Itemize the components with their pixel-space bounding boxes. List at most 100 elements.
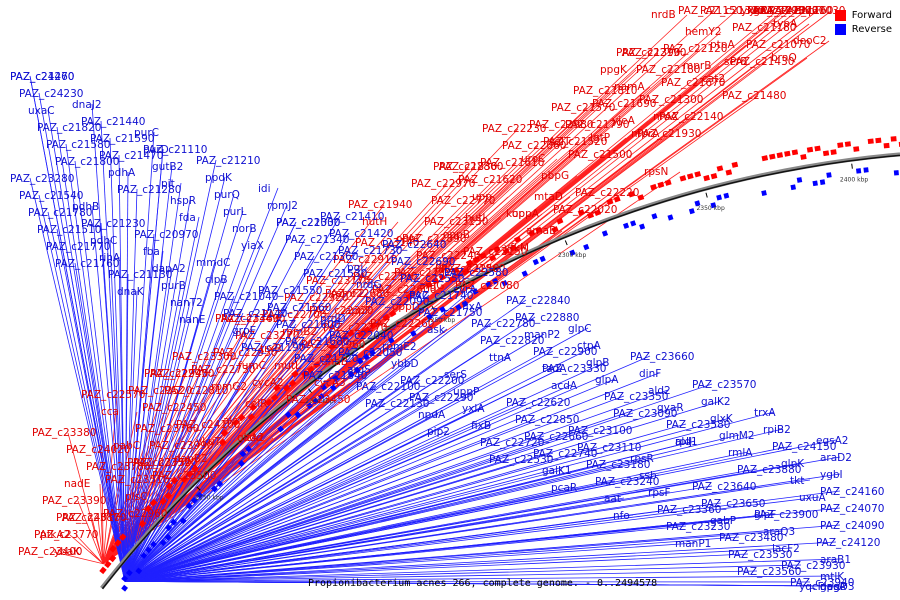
forward-gene-mark [606, 198, 614, 206]
forward-gene-mark [104, 560, 112, 569]
reverse-leader-line [124, 294, 430, 582]
reverse-gene-label: rpIJ [675, 436, 692, 448]
forward-gene-label: PAZ_c21830 [433, 161, 497, 173]
forward-gene-mark [528, 229, 536, 237]
legend-reverse: Reverse [834, 22, 892, 36]
reverse-gene-label: glxK [710, 413, 734, 425]
forward-gene-label: ytnA [749, 5, 774, 17]
forward-gene-mark [551, 226, 559, 233]
reverse-gene-label: glpA [595, 374, 619, 386]
reverse-leader-line [74, 262, 126, 582]
tick-label: 2300 kbp [558, 252, 586, 259]
forward-gene-label: PAZ_c21390 [616, 47, 680, 59]
reverse-gene-mark [159, 539, 167, 547]
forward-gene-label: PAZ_c21030 [781, 5, 845, 17]
forward-gene-label: rpmF2 [331, 288, 365, 300]
forward-gene-mark [180, 475, 189, 484]
forward-gene-mark [479, 252, 487, 260]
reverse-gene-label: rmlA [728, 447, 753, 459]
forward-gene-label: PAZ_c22600 [372, 284, 436, 296]
reverse-gene-label: PAZ_c23350 [604, 391, 668, 403]
reverse-leader-line [124, 187, 279, 582]
forward-gene-mark [679, 175, 687, 182]
tick-label: 2150 kbp [195, 494, 223, 501]
kbp-ticks: 2150 kbp 2200 kbp 2250 kbp 2300 kbp 2350 kbp… [195, 163, 868, 501]
forward-gene-mark [776, 152, 784, 159]
forward-gene-label: PAZ_c22270 [323, 322, 387, 334]
reverse-gene-label: rpsR [630, 453, 654, 465]
forward-gene-label: PAZ_c22910 [333, 254, 397, 266]
reverse-gene-label: PAZ_c21110 [143, 144, 207, 156]
forward-gene-label: PAZ_c22250 [435, 263, 499, 275]
reverse-leader-line [38, 194, 126, 582]
reverse-leader-line [124, 496, 820, 582]
reverse-gene-label: PAZ_c23560 [737, 566, 801, 578]
reverse-gene-label: degP [820, 581, 846, 593]
reverse-leader-line [124, 266, 368, 582]
reverse-gene-label: tadA [542, 363, 567, 375]
reverse-gene-mark [812, 180, 818, 187]
reverse-gene-mark [284, 411, 292, 419]
forward-gene-label: PAZ_c22810 [164, 385, 228, 397]
forward-gene-mark [431, 277, 440, 285]
forward-gene-mark [247, 413, 256, 421]
reverse-gene-label: mtlK [820, 571, 845, 583]
reverse-gene-mark [472, 288, 479, 295]
reverse-gene-label: uppP [453, 386, 479, 398]
reverse-swatch [834, 23, 846, 35]
forward-gene-label: PAZ_c21150 [678, 5, 742, 17]
forward-gene-mark [300, 370, 309, 378]
reverse-leader-line [74, 160, 126, 582]
reverse-gene-label: fda [179, 212, 196, 224]
reverse-gene-label: glpF [754, 509, 776, 521]
forward-leader-line [102, 52, 659, 565]
tick-mark [851, 163, 853, 169]
forward-gene-mark [170, 476, 179, 485]
reverse-gene-mark [354, 366, 361, 374]
forward-gene-label: ahpF [795, 5, 821, 17]
reverse-leader-line [124, 271, 465, 582]
reverse-gene-mark [623, 222, 630, 229]
reverse-gene-mark [356, 357, 364, 365]
reverse-leader-line [124, 260, 412, 582]
reverse-gene-label: pip2 [427, 426, 450, 438]
reverse-leader-line [124, 406, 678, 582]
forward-gene-label: brnQ [771, 52, 797, 64]
reverse-gene-mark [439, 306, 446, 313]
forward-gene-mark [328, 342, 336, 351]
forward-gene-label: PAZ_c24100 [176, 419, 240, 431]
reverse-leader-line [124, 350, 554, 582]
reverse-gene-label: pdhC [90, 235, 117, 247]
reverse-gene-label: pcaR [551, 482, 577, 494]
forward-gene-mark [138, 520, 147, 528]
reverse-gene-mark [332, 374, 340, 382]
reverse-leader-line [124, 299, 527, 582]
forward-gene-label: cycA3 [314, 377, 346, 389]
forward-gene-label: PAZ_c22190 [622, 47, 686, 59]
reverse-gene-mark [170, 518, 178, 526]
reverse-leader-line [124, 378, 616, 582]
reverse-gene-label: PAZ_c21360 [294, 251, 358, 263]
reverse-gene-mark [694, 200, 701, 207]
reverse-gene-label: grpE [232, 325, 256, 337]
reverse-leader-line [124, 383, 713, 582]
reverse-gene-mark [583, 243, 590, 251]
forward-gene-mark [465, 259, 474, 267]
reverse-gene-mark [485, 281, 492, 288]
reverse-gene-label: PAZ_c22550 [400, 273, 464, 285]
forward-gene-label: PAZ_c22570 [81, 389, 145, 401]
forward-gene-mark [325, 352, 333, 360]
forward-gene-label: cca [101, 406, 119, 418]
forward-gene-mark [220, 429, 229, 437]
reverse-gene-label: PAZ_c21410 [320, 211, 384, 223]
forward-gene-label: hutI [465, 212, 486, 224]
forward-gene-label: ykuT [196, 436, 222, 448]
forward-gene-label: PAZ_c22920 [284, 292, 348, 304]
reverse-gene-label: PAZ_c22720 [480, 437, 544, 449]
forward-gene-mark [703, 174, 710, 182]
reverse-gene-label: uxuA [799, 492, 827, 504]
forward-gene-mark [291, 370, 299, 378]
reverse-gene-mark [369, 349, 376, 357]
reverse-gene-label: PAZ_c21730 [338, 245, 402, 257]
forward-gene-mark [164, 492, 173, 500]
